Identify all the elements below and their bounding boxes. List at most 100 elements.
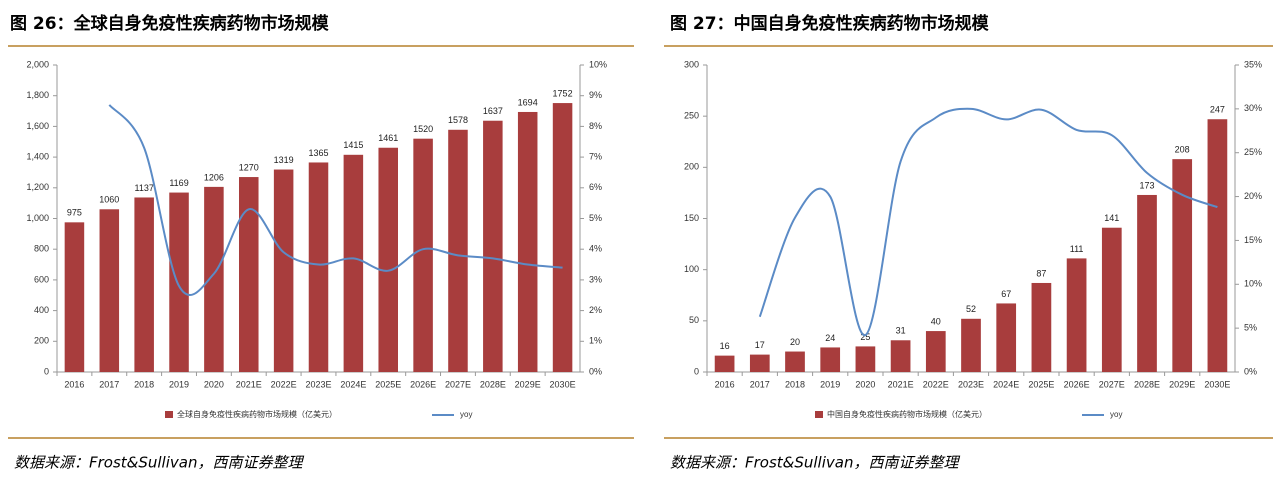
bar <box>169 192 189 372</box>
y2-tick-label: 2% <box>589 305 602 315</box>
data-label: 173 <box>1139 180 1154 190</box>
bar <box>517 111 538 372</box>
data-label: 17 <box>755 340 765 350</box>
bar <box>1172 159 1193 372</box>
x-tick-label: 2024E <box>340 379 366 389</box>
x-tick-label: 2019 <box>169 379 189 389</box>
data-label: 52 <box>966 304 976 314</box>
bar <box>855 346 876 372</box>
data-label: 25 <box>860 332 870 342</box>
line <box>758 107 1218 337</box>
bar <box>448 129 468 372</box>
bar <box>343 154 364 372</box>
data-label: 1365 <box>308 148 328 158</box>
bar <box>552 103 573 373</box>
x-tick-label: 2029E <box>1169 379 1195 389</box>
bar <box>378 147 398 372</box>
bar <box>820 347 841 372</box>
data-label: 1169 <box>169 178 188 188</box>
data-label: 16 <box>720 341 730 351</box>
y2-tick-label: 6% <box>589 182 602 192</box>
bar <box>1101 227 1122 372</box>
y-tick-label: 250 <box>684 111 699 121</box>
bar <box>749 354 770 372</box>
x-tick-label: 2019 <box>820 379 840 389</box>
data-label: 1270 <box>239 162 259 172</box>
y-tick-label: 0 <box>44 366 49 376</box>
x-tick-label: 2021E <box>888 379 914 389</box>
data-label: 1206 <box>204 172 224 182</box>
bar <box>961 318 981 372</box>
data-label: 1520 <box>413 124 433 134</box>
bar <box>483 120 503 373</box>
line <box>108 104 563 297</box>
y2-tick-label: 5% <box>589 213 602 223</box>
y-tick-label: 1,600 <box>26 121 49 131</box>
x-tick-label: 2022E <box>923 379 949 389</box>
y-tick-label: 300 <box>684 59 699 69</box>
data-label: 1461 <box>378 133 398 143</box>
y-tick-label: 200 <box>684 162 699 172</box>
bar <box>996 303 1017 372</box>
data-label: 1637 <box>483 106 503 116</box>
y2-tick-label: 20% <box>1244 191 1262 201</box>
x-tick-label: 2024E <box>993 379 1019 389</box>
legend-swatch <box>815 411 823 418</box>
bar <box>785 351 805 372</box>
y-tick-label: 1,200 <box>26 182 49 192</box>
x-tick-label: 2016 <box>715 379 735 389</box>
chart-title: 图 27：中国自身免疫性疾病药物市场规模 <box>670 13 990 34</box>
x-tick-label: 2020 <box>855 379 875 389</box>
x-tick-label: 2023E <box>305 379 331 389</box>
x-tick-label: 2026E <box>1064 379 1090 389</box>
y2-tick-label: 3% <box>589 274 602 284</box>
y-tick-label: 200 <box>34 336 49 346</box>
x-tick-label: 2030E <box>550 379 576 389</box>
y2-tick-label: 1% <box>589 336 602 346</box>
y2-tick-label: 10% <box>589 59 607 69</box>
legend-swatch <box>165 411 173 418</box>
y2-tick-label: 25% <box>1244 147 1262 157</box>
data-label: 20 <box>790 337 800 347</box>
data-label: 208 <box>1175 145 1190 155</box>
x-tick-label: 2029E <box>515 379 541 389</box>
y-tick-label: 100 <box>684 264 699 274</box>
bar <box>1066 258 1087 372</box>
x-tick-label: 2027E <box>445 379 471 389</box>
y2-tick-label: 0% <box>1244 366 1257 376</box>
bar <box>308 162 329 372</box>
y-tick-label: 1,000 <box>26 213 49 223</box>
y-tick-label: 1,400 <box>26 151 49 161</box>
x-tick-label: 2018 <box>785 379 805 389</box>
y2-tick-label: 35% <box>1244 59 1262 69</box>
y2-tick-label: 15% <box>1244 235 1262 245</box>
bar <box>134 197 154 372</box>
x-tick-label: 2030E <box>1204 379 1230 389</box>
x-tick-label: 2023E <box>958 379 984 389</box>
y2-tick-label: 30% <box>1244 103 1262 113</box>
y2-tick-label: 9% <box>589 90 602 100</box>
data-label: 1752 <box>553 88 573 98</box>
x-tick-label: 2017 <box>99 379 119 389</box>
bar <box>99 209 120 372</box>
data-label: 31 <box>896 326 906 336</box>
bar <box>204 186 224 372</box>
data-label: 1137 <box>134 183 153 193</box>
x-tick-label: 2025E <box>1028 379 1054 389</box>
data-label: 1060 <box>99 195 119 205</box>
data-label: 87 <box>1036 268 1046 278</box>
bar <box>1137 194 1157 372</box>
x-tick-label: 2027E <box>1099 379 1125 389</box>
bar <box>714 355 735 372</box>
bar <box>239 177 259 372</box>
data-label: 1319 <box>274 155 294 165</box>
bar <box>413 138 433 372</box>
y2-tick-label: 7% <box>589 151 602 161</box>
legend-label: 全球自身免疫性疾病药物市场规模（亿美元） <box>177 409 337 419</box>
y-tick-label: 0 <box>694 366 699 376</box>
y2-tick-label: 5% <box>1244 323 1257 333</box>
y2-tick-label: 0% <box>589 366 602 376</box>
source: 数据来源：Frost&Sullivan，西南证券整理 <box>670 454 960 472</box>
